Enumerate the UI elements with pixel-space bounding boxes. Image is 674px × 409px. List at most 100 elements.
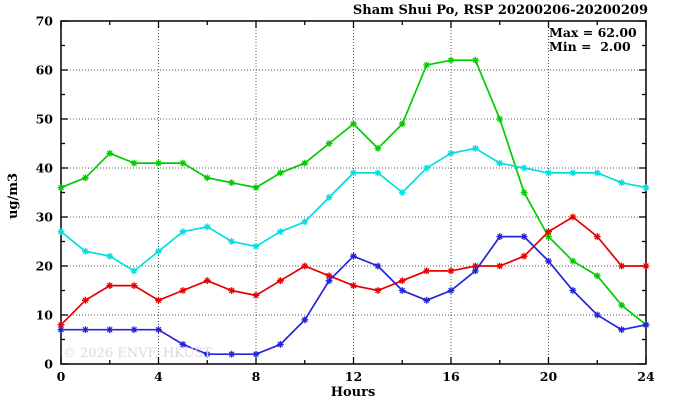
series-blue-marker-13 [374, 262, 382, 270]
series-red-marker-19 [520, 252, 528, 260]
y-axis-label: ug/m3 [6, 173, 21, 219]
y-tick-label-20: 20 [36, 259, 54, 274]
series-blue-marker-5 [179, 341, 187, 348]
series-blue-marker-22 [593, 311, 601, 319]
series-green-marker-10 [301, 159, 309, 167]
series-cyan-marker-1 [81, 247, 89, 255]
series-red-marker-17 [471, 262, 479, 270]
series-cyan-marker-9 [276, 228, 284, 236]
x-tick-label-4: 4 [154, 369, 163, 384]
series-green-marker-23 [618, 301, 626, 309]
x-tick-label-8: 8 [252, 369, 261, 384]
series-cyan-marker-7 [228, 238, 236, 245]
series-blue-marker-7 [228, 350, 236, 358]
y-tick-label-60: 60 [36, 63, 54, 78]
series-red-marker-16 [447, 267, 455, 275]
series-cyan-marker-8 [252, 243, 260, 250]
series-blue-marker-16 [447, 287, 455, 294]
series-red-marker-23 [618, 262, 626, 270]
series-cyan-marker-2 [106, 252, 114, 260]
series-blue-marker-11 [325, 277, 333, 285]
series-red-marker-2 [106, 282, 114, 289]
series-blue-marker-18 [496, 233, 504, 240]
series-blue-marker-20 [545, 257, 552, 265]
series-blue-marker-9 [276, 341, 284, 348]
series-cyan-marker-10 [301, 218, 309, 226]
series-cyan-marker-16 [447, 149, 455, 157]
series-cyan-marker-11 [325, 194, 333, 201]
series-red-marker-24 [642, 262, 650, 270]
series-green-marker-15 [423, 61, 431, 69]
min-annotation: Min = 2.00 [549, 39, 631, 54]
series-red-marker-5 [179, 287, 187, 294]
series-blue-marker-2 [106, 326, 114, 334]
series-cyan-marker-6 [203, 223, 211, 231]
series-green-marker-6 [203, 174, 211, 182]
max-annotation: Max = 62.00 [549, 25, 637, 40]
series-red-marker-3 [130, 282, 138, 289]
series-green-marker-2 [106, 149, 114, 157]
series-red-marker-8 [252, 292, 260, 299]
series-green-marker-11 [325, 140, 333, 147]
series-blue-marker-21 [569, 287, 577, 294]
series-blue-marker-4 [155, 326, 162, 334]
series-green-marker-20 [545, 233, 552, 240]
x-tick-label-0: 0 [57, 369, 66, 384]
series-green-marker-8 [252, 184, 260, 191]
series-red-marker-21 [569, 213, 577, 221]
series-cyan-marker-4 [155, 247, 162, 255]
series-green-marker-12 [350, 120, 357, 128]
x-tick-label-20: 20 [540, 369, 558, 384]
series-red-marker-9 [276, 277, 284, 285]
series-red-marker-4 [155, 296, 162, 304]
series-red-marker-7 [228, 287, 236, 294]
series-blue-marker-10 [301, 316, 309, 324]
series-green-marker-13 [374, 145, 382, 152]
series-green-marker-0 [57, 184, 65, 191]
plot-border [60, 20, 647, 365]
series-red-marker-15 [423, 267, 431, 275]
series-green-marker-21 [569, 257, 577, 265]
y-tick-label-40: 40 [36, 161, 54, 176]
series-blue-marker-12 [350, 252, 357, 260]
series-green-marker-4 [155, 159, 162, 167]
series-cyan-marker-12 [350, 169, 357, 177]
series-green-marker-16 [447, 56, 455, 64]
series-cyan-marker-0 [57, 228, 65, 236]
x-tick-label-24: 24 [637, 369, 655, 384]
series-green-marker-9 [276, 169, 284, 177]
series-blue-marker-8 [252, 350, 260, 358]
series-cyan-marker-18 [496, 159, 504, 167]
chart-title: Sham Shui Po, RSP 20200206-20200209 [353, 3, 648, 18]
series-cyan-marker-19 [520, 164, 528, 172]
series-green-marker-17 [471, 56, 479, 64]
series-red-marker-13 [374, 287, 382, 294]
series-red-marker-10 [301, 262, 309, 270]
series-blue-marker-19 [520, 233, 528, 240]
series-red-marker-22 [593, 233, 601, 240]
series-green-marker-14 [398, 120, 406, 128]
series-green-marker-7 [228, 179, 236, 187]
series-blue-marker-3 [130, 326, 138, 334]
series-cyan-marker-24 [642, 184, 650, 191]
series-green-marker-5 [179, 159, 187, 167]
series-cyan-marker-15 [423, 164, 431, 172]
series-cyan-marker-5 [179, 228, 187, 236]
gridlines [61, 21, 646, 364]
series-green-marker-22 [593, 272, 601, 280]
series-green-marker-3 [130, 159, 138, 167]
series-cyan-marker-21 [569, 169, 577, 177]
series-red-marker-0 [57, 321, 65, 329]
series-blue-marker-15 [423, 296, 431, 304]
series-red-marker-1 [81, 296, 89, 304]
series-red-marker-18 [496, 262, 504, 270]
watermark: © 2026 ENVF, HKUST [63, 346, 212, 361]
series-blue-marker-14 [398, 287, 406, 294]
series-cyan-marker-13 [374, 169, 382, 177]
series-cyan-marker-22 [593, 169, 601, 177]
series-cyan-marker-23 [618, 179, 626, 187]
series-red-marker-20 [545, 228, 552, 236]
series-red-marker-11 [325, 272, 333, 280]
